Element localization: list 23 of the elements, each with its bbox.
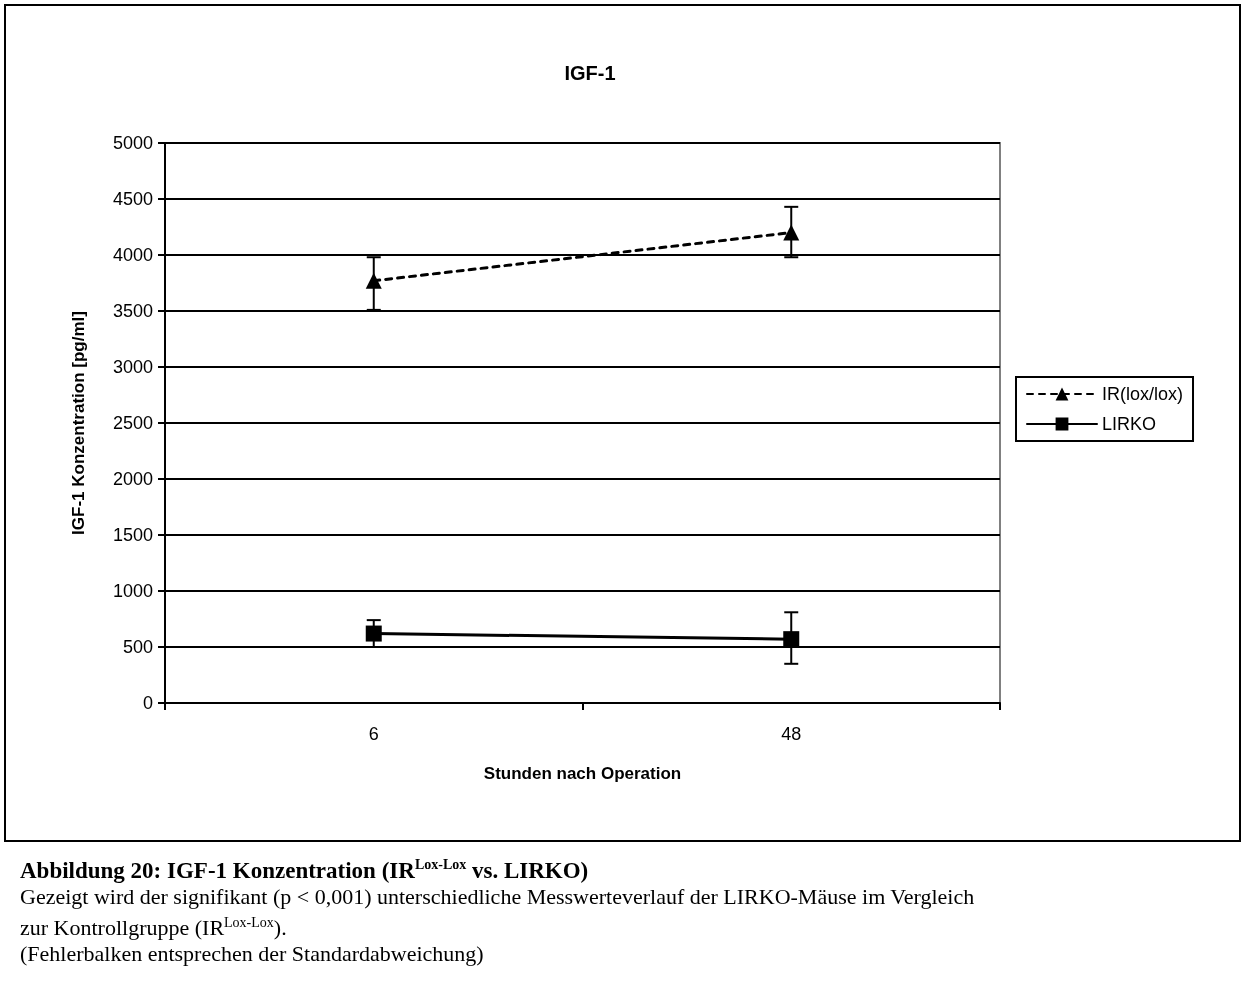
y-tick-label: 0	[142, 693, 153, 713]
x-axis-title: Stunden nach Operation	[483, 764, 682, 783]
y-tick-label: 5000	[112, 133, 153, 153]
y-tick-label: 4500	[112, 189, 153, 209]
y-tick-label: 3000	[112, 357, 153, 377]
y-tick-label: 2500	[112, 413, 153, 433]
y-tick-label: 2000	[112, 469, 153, 489]
text: (Fehlerbalken entsprechen der Standardabweichung)	[20, 940, 485, 967]
legend-label: LIRKO	[1102, 414, 1157, 434]
point	[365, 625, 382, 642]
legend-label: IR(lox/lox)	[1102, 384, 1184, 404]
y-tick-label: 1500	[112, 525, 153, 545]
y-tick-label: 3500	[112, 301, 153, 321]
point	[783, 631, 800, 648]
y-tick-label: 1000	[112, 581, 153, 601]
x-tick-label: 48	[781, 724, 802, 744]
text: Gezeigt wird der signifikant (p < 0,001) unterschiedliche Messwerteverlauf der LIRKO-Mäuse im Vergleich zur Kontrollgruppe (IR$^{Lox-Lox}$).	[20, 883, 976, 941]
x-tick-label: 6	[368, 724, 379, 744]
y-tick-label: 4000	[112, 245, 153, 265]
y-axis-title: IGF-1 Konzentration [pg/ml]	[69, 311, 88, 535]
y-tick-label: 500	[122, 637, 153, 657]
text: Abbildung 20: IGF-1 Konzentration (IR$^{Lox-Lox}$ vs. LIRKO)	[20, 856, 590, 884]
chart-title: IGF-1	[564, 62, 616, 84]
